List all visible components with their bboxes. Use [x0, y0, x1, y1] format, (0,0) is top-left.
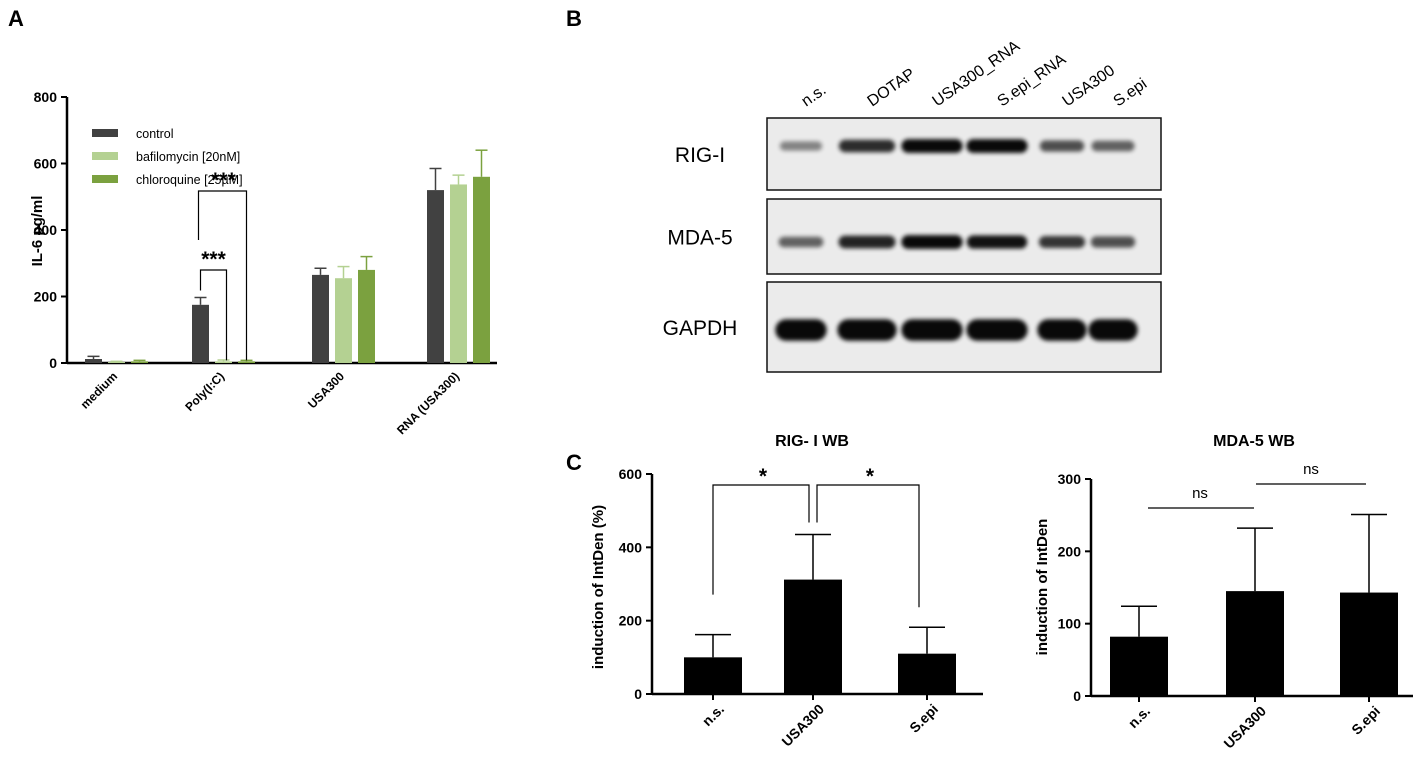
il6-y-tick-label: 200: [34, 289, 58, 305]
panel-letter-c: C: [566, 450, 582, 475]
wb-band: [966, 139, 1028, 153]
mda-5-wb-significance-label: ns: [1192, 485, 1208, 502]
il6-bar: [108, 362, 125, 363]
mda-5-wb-y-axis-title: induction of IntDen: [1034, 519, 1051, 656]
wb-band: [838, 139, 896, 153]
rig-i-wb-y-tick-label: 400: [619, 539, 643, 555]
wb-blot-membrane: [766, 198, 1162, 275]
il6-y-tick-label: 600: [34, 156, 58, 172]
il6-y-axis-title: IL-6 pg/ml: [29, 196, 46, 267]
wb-protein-label: GAPDH: [663, 317, 738, 340]
rig-i-wb-y-tick-label: 0: [634, 686, 642, 702]
il6-legend-swatch: [92, 152, 118, 160]
rig-i-wb-bar: [684, 657, 742, 694]
rig-i-wb-y-axis-title: induction of IntDen (%): [590, 505, 607, 669]
il6-significance-bracket: [197, 190, 248, 361]
il6-bar: [85, 359, 102, 363]
il6-legend-label: bafilomycin [20nM]: [136, 150, 240, 164]
rig-i-wb-category-label: USA300: [778, 701, 827, 750]
wb-lane-label: USA300: [1060, 62, 1119, 110]
rig-i-wb-significance-bracket: [816, 484, 920, 608]
mda-5-wb-bar: [1226, 591, 1284, 696]
wb-band: [778, 236, 824, 248]
wb-band: [901, 139, 963, 153]
western-blot: n.s. DOTAP USA300_RNAS.epi_RNAUSA300S.epiR…: [663, 38, 1162, 373]
mda-5-wb-significance-label: ns: [1303, 461, 1319, 478]
il6-bar: [358, 269, 375, 363]
rig-i-wb-bar: [784, 579, 842, 694]
mda-5-wb-bar: [1110, 636, 1168, 696]
il6-y-tick-label: 800: [34, 89, 58, 105]
wb-band: [1088, 319, 1138, 341]
panel-letter-a: A: [8, 6, 24, 31]
wb-band: [1091, 140, 1135, 152]
mda-5-wb-category-label: n.s.: [1125, 703, 1153, 731]
wb-protein-label: MDA-5: [667, 227, 732, 250]
mda-5-wb-y-tick-label: 100: [1058, 616, 1082, 632]
wb-band: [901, 319, 963, 341]
mda-5-wb-y-tick-label: 300: [1058, 471, 1082, 487]
rig-i-wb-significance-label: *: [759, 465, 768, 488]
il6-category-label: medium: [78, 369, 120, 411]
wb-band: [779, 141, 823, 151]
il6-legend-label: control: [136, 127, 174, 141]
rig-i-wb-significance-label: *: [866, 465, 875, 488]
il6-category-label: Poly(I:C): [182, 369, 227, 414]
mda-5-wb-y-tick-label: 0: [1073, 688, 1081, 704]
rig-i-wb-bar: [898, 653, 956, 694]
mda-5-wb-chart-title: MDA-5 WB: [1213, 433, 1295, 450]
rig-i-wb-bar-chart: RIG- I WB induction of IntDen (%) 0 200 40…: [590, 433, 983, 750]
wb-band: [838, 235, 896, 249]
wb-band: [1037, 319, 1087, 341]
il6-legend: control bafilomycin [20nM] chloroquine [25…: [92, 127, 243, 187]
il6-y-tick-label: 400: [34, 222, 58, 238]
il6-y-tick-label: 0: [49, 355, 57, 371]
il6-bar: [427, 190, 444, 363]
wb-blot-membrane: [766, 117, 1162, 191]
il6-bar-chart: IL-6 pg/ml control bafilomycin [20nM] chlo…: [29, 89, 497, 437]
il6-legend-swatch: [92, 129, 118, 137]
wb-band: [1038, 235, 1086, 249]
il6-significance-label: ***: [201, 248, 226, 271]
panel-letter-b: B: [566, 6, 582, 31]
il6-bar: [192, 304, 209, 363]
rig-i-wb-category-label: S.epi: [906, 701, 941, 736]
mda-5-wb-bar-chart: MDA-5 WB induction of IntDen 0 100 200 300 n…: [1034, 433, 1413, 752]
il6-bar: [312, 274, 329, 363]
rig-i-wb-category-label: n.s.: [699, 701, 727, 729]
mda-5-wb-category-label: USA300: [1220, 703, 1269, 752]
il6-legend-swatch: [92, 175, 118, 183]
wb-band: [775, 319, 827, 341]
rig-i-wb-y-tick-label: 600: [619, 466, 643, 482]
il6-significance-bracket: [199, 269, 228, 361]
mda-5-wb-category-label: S.epi: [1348, 703, 1383, 738]
il6-bar: [131, 361, 148, 363]
wb-band: [1039, 140, 1085, 152]
rig-i-wb-chart-title: RIG- I WB: [775, 433, 849, 450]
mda-5-wb-y-tick-label: 200: [1058, 543, 1082, 559]
il6-bar: [215, 361, 232, 363]
mda-5-wb-bar: [1340, 592, 1398, 696]
rig-i-wb-y-tick-label: 200: [619, 613, 643, 629]
wb-lane-label: n.s.: [799, 82, 830, 111]
il6-category-label: USA300: [305, 369, 347, 411]
il6-category-label: RNA (USA300): [394, 369, 462, 437]
wb-band: [901, 235, 963, 249]
wb-band: [837, 319, 897, 341]
wb-band: [966, 235, 1028, 249]
wb-band: [1090, 236, 1136, 248]
wb-protein-label: RIG-I: [675, 144, 725, 167]
il6-significance-label: ***: [211, 169, 236, 192]
il6-bar: [335, 278, 352, 363]
il6-bar: [238, 361, 255, 363]
wb-band: [966, 319, 1028, 341]
il6-bar: [473, 176, 490, 363]
rig-i-wb-significance-bracket: [712, 484, 810, 595]
wb-lane-label: S.epi: [1111, 75, 1151, 110]
il6-bar: [450, 184, 467, 363]
il6-legend-label: chloroquine [25µM]: [136, 173, 243, 187]
wb-lane-label: DOTAP: [865, 65, 919, 110]
